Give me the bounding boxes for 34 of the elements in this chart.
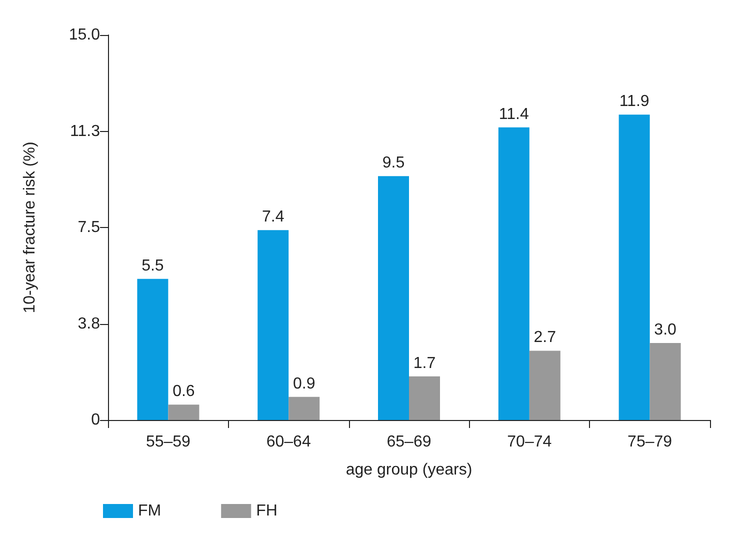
bar: [498, 127, 530, 420]
data-label: 9.5: [382, 154, 405, 172]
legend-label: FH: [256, 502, 278, 520]
x-tick-label: 70–74: [507, 434, 552, 450]
x-axis-title: age group (years): [346, 462, 472, 478]
y-tick-label: 15.0: [68, 26, 100, 44]
data-label: 0.9: [292, 375, 316, 392]
data-label: 2.7: [534, 329, 556, 346]
bar: [137, 278, 168, 420]
y-axis-title: 10-year fracture risk (%): [22, 142, 38, 314]
bar: [618, 114, 650, 420]
y-tick-label: 11.3: [70, 122, 100, 140]
bar: [378, 176, 409, 420]
data-label: 11.9: [619, 93, 650, 110]
x-tick-label: 60–64: [266, 434, 311, 450]
y-tick-label: 0: [91, 412, 100, 428]
data-label: 5.5: [142, 257, 164, 274]
legend-label: FM: [138, 502, 162, 520]
y-tick-label: 7.5: [78, 219, 100, 236]
x-tick-label: 55–59: [146, 434, 191, 450]
data-label: 3.0: [654, 322, 677, 338]
data-label: 0.6: [172, 383, 195, 400]
bar: [650, 343, 681, 420]
bar: [529, 350, 560, 420]
bar: [288, 396, 320, 420]
x-tick-label: 65–69: [386, 434, 432, 450]
data-label: 7.4: [262, 208, 284, 226]
bar: [258, 230, 289, 420]
x-tick-label: 75–79: [628, 434, 672, 450]
data-label: 11.4: [498, 106, 529, 123]
bar: [409, 376, 440, 420]
bar: [168, 404, 200, 420]
y-tick-label: 3.8: [78, 315, 100, 332]
data-label: 1.7: [413, 354, 436, 372]
